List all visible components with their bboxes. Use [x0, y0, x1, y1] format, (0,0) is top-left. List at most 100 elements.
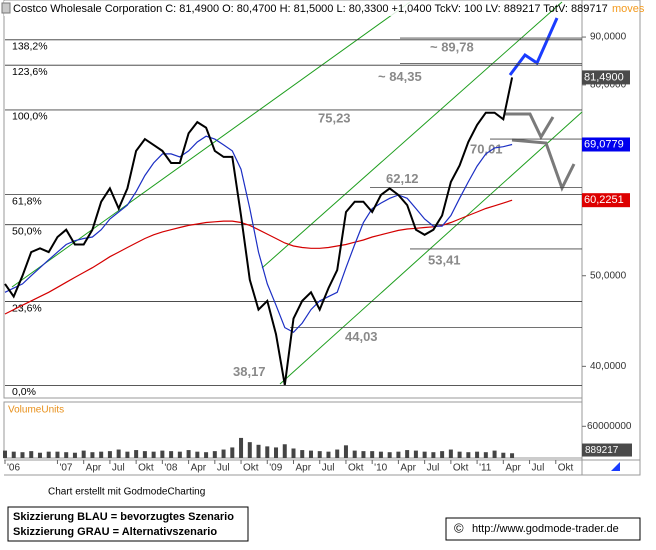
volume-bar: [55, 451, 60, 458]
y-tick-label: 50,0000: [590, 270, 627, 281]
quote-header: Costco Wholesale Corporation C: 81,4900 …: [13, 3, 608, 15]
volume-bar: [352, 450, 357, 458]
x-tick-label: Okt: [453, 463, 469, 474]
volume-bar: [29, 451, 34, 458]
volume-label: VolumeUnits: [8, 405, 64, 416]
volume-bar: [431, 452, 436, 458]
volume-bar: [492, 450, 497, 458]
x-tick-label: Apr: [400, 463, 416, 474]
legend-line: Skizzierung GRAU = Alternativszenario: [13, 526, 217, 538]
volume-bar: [20, 452, 25, 458]
volume-bar: [422, 451, 427, 458]
volume-bar: [134, 450, 139, 458]
volume-bar: [475, 451, 480, 458]
volume-bar: [326, 451, 331, 458]
url: http://www.godmode-trader.de: [472, 523, 619, 535]
volume-bar: [291, 448, 296, 458]
volume-bar: [72, 452, 77, 458]
annotation: ~ 89,78: [430, 39, 474, 54]
volume-bar: [169, 451, 174, 458]
y-tick-label: 80,0000: [590, 80, 627, 91]
volume-bar: [204, 452, 209, 458]
price-panel: [3, 0, 583, 399]
x-tick-label: Okt: [558, 463, 574, 474]
x-tick-label: Jul: [427, 463, 440, 474]
x-tick-label: '11: [479, 463, 492, 474]
x-tick-label: Jul: [532, 463, 545, 474]
volume-bar: [300, 450, 305, 458]
annotation: 44,03: [345, 329, 378, 344]
volume-bar: [256, 444, 261, 458]
volume-bar: [370, 451, 375, 458]
volume-bar: [186, 450, 191, 458]
x-tick-label: Jul: [322, 463, 335, 474]
volume-bar: [90, 452, 95, 458]
volume-bar: [3, 450, 7, 458]
volume-tick-label: 60000000: [587, 421, 632, 432]
volume-bar: [317, 451, 322, 458]
fib-label: 50,0%: [12, 225, 42, 237]
x-tick-label: Apr: [86, 463, 102, 474]
legend-line: Skizzierung BLAU = bevorzugtes Szenario: [13, 511, 234, 523]
price-tag-label: 60,2251: [584, 194, 624, 206]
fib-label: 123,6%: [12, 66, 48, 78]
channel-line: [261, 1, 563, 269]
volume-bar: [99, 451, 104, 458]
y-tick-label: 40,0000: [590, 361, 627, 372]
volume-bar: [107, 451, 112, 458]
volume-bar: [81, 450, 86, 458]
volume-bar: [46, 451, 51, 458]
volume-bar: [387, 452, 392, 458]
x-tick-label: Apr: [296, 463, 312, 474]
annotation: 53,41: [428, 252, 461, 267]
volume-bar: [239, 437, 244, 458]
x-tick-label: '09: [269, 463, 282, 474]
volume-bar: [343, 445, 348, 458]
y-tick-label: 90,0000: [590, 32, 627, 43]
fib-label: 23,6%: [12, 302, 42, 314]
x-tick-label: Okt: [348, 463, 364, 474]
volume-bar: [361, 451, 366, 458]
volume-bar: [282, 444, 287, 458]
volume-bar: [378, 451, 383, 458]
price-tag-label: 69,0779: [584, 138, 624, 150]
x-tick-label: '10: [374, 463, 387, 474]
volume-bar: [142, 451, 147, 458]
volume-bar: [448, 449, 453, 458]
volume-bar: [37, 452, 42, 458]
price-tag: [582, 70, 630, 85]
volume-bar: [195, 451, 200, 458]
fib-label: 100,0%: [12, 111, 48, 123]
volume-bar: [510, 453, 515, 458]
volume-bar: [116, 449, 121, 458]
volume-bar: [274, 447, 279, 458]
volume-bar: [413, 450, 418, 458]
volume-bar: [308, 450, 313, 458]
legend-box: [7, 506, 249, 542]
volume-bar: [151, 451, 156, 458]
x-tick-label: Apr: [191, 463, 207, 474]
price-tag-label: 81,4900: [584, 71, 624, 83]
x-tick-label: '08: [164, 463, 177, 474]
annotation: 62,12: [386, 171, 419, 186]
volume-bar: [466, 452, 471, 458]
url-icon: ©: [454, 520, 464, 535]
volume-bar: [11, 451, 16, 458]
volume-bar: [230, 447, 235, 458]
annotation: 75,23: [318, 110, 351, 125]
header-bg: [4, 1, 544, 16]
annotation: 70,01: [470, 141, 503, 156]
fib-label: 61,8%: [12, 195, 42, 207]
moving-average: [4, 135, 513, 334]
volume-last-label: 889217: [585, 445, 619, 456]
volume-bar: [64, 452, 69, 458]
volume-bar: [483, 452, 488, 458]
moving-average: [4, 199, 513, 315]
volume-bar: [221, 449, 226, 458]
price-tag: [582, 193, 630, 208]
fib-label: 0,0%: [12, 386, 36, 398]
price-line: [4, 77, 514, 386]
x-tick-label: Okt: [138, 463, 154, 474]
x-tick-label: '07: [59, 463, 72, 474]
